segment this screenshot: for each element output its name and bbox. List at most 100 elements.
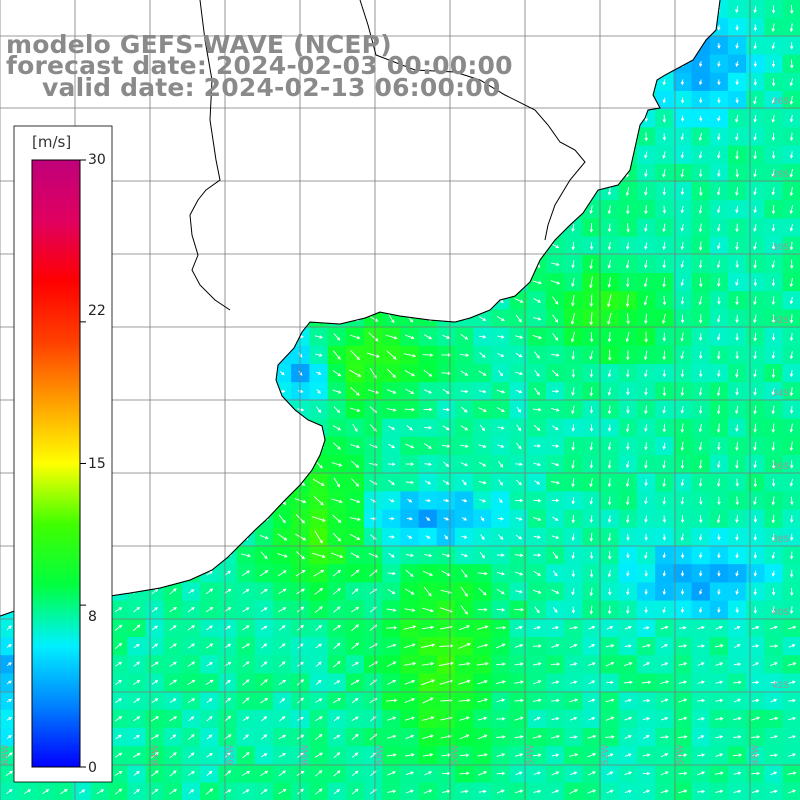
wind-arrow — [480, 516, 485, 522]
wind-arrow — [716, 205, 721, 214]
wind-arrow — [351, 716, 359, 722]
wind-arrow — [771, 42, 775, 50]
wind-arrow — [349, 369, 362, 377]
wind-arrow — [644, 205, 648, 215]
wind-arrow — [515, 771, 523, 776]
wind-arrow — [624, 771, 633, 776]
lat-label: 30S — [772, 243, 789, 253]
wind-arrow — [459, 753, 470, 757]
wind-arrow — [699, 351, 703, 360]
wind-arrow — [771, 78, 776, 87]
wind-arrow — [260, 607, 268, 612]
wind-arrow — [662, 313, 666, 325]
wind-arrow — [771, 314, 776, 324]
wind-arrow — [497, 553, 505, 557]
wind-arrow — [716, 423, 721, 433]
wind-arrow — [516, 442, 522, 450]
wind-arrow — [569, 643, 578, 649]
wind-arrow — [644, 497, 648, 505]
wind-arrow — [350, 498, 361, 504]
wind-arrow — [733, 735, 742, 739]
wind-arrow — [569, 735, 578, 739]
wind-arrow — [789, 224, 794, 232]
wind-arrow — [569, 789, 578, 795]
wind-arrow — [771, 205, 776, 215]
wind-arrow — [422, 353, 434, 357]
wind-arrow — [332, 532, 342, 542]
wind-arrow — [333, 333, 341, 341]
wind-arrow — [662, 79, 666, 86]
wind-arrow — [733, 771, 742, 775]
wind-arrow — [533, 771, 541, 775]
wind-arrow — [333, 606, 341, 613]
wind-arrow — [789, 606, 794, 615]
wind-arrow — [461, 479, 467, 486]
wind-arrow — [388, 552, 395, 558]
wind-arrow — [532, 334, 543, 340]
wind-arrow — [771, 551, 775, 560]
wind-arrow — [150, 734, 160, 740]
wind-arrow — [205, 788, 214, 795]
wind-arrow — [753, 387, 757, 396]
wind-arrow — [387, 771, 396, 776]
wind-arrow — [388, 535, 395, 539]
wind-arrow — [771, 388, 776, 396]
wind-arrow — [571, 241, 575, 251]
wind-arrow — [311, 516, 326, 522]
wind-arrow — [644, 331, 648, 343]
wind-arrow — [607, 277, 611, 288]
colorbar-tick-15: 15 — [88, 456, 106, 472]
wind-arrow — [626, 442, 630, 451]
wind-arrow — [313, 569, 325, 577]
wind-arrow — [789, 114, 794, 123]
wind-arrow — [607, 294, 612, 308]
wind-arrow — [753, 133, 757, 141]
wind-arrow — [698, 478, 703, 488]
wind-arrow — [187, 698, 196, 704]
wind-arrow — [150, 716, 160, 722]
wind-arrow — [206, 698, 213, 703]
wind-arrow — [753, 150, 757, 160]
wind-arrow — [715, 789, 724, 794]
wind-arrow — [753, 369, 757, 378]
wind-arrow — [789, 78, 794, 87]
wind-arrow — [641, 680, 652, 684]
wind-arrow — [644, 313, 648, 325]
colorbar-tick-22: 22 — [88, 303, 106, 319]
wind-arrow — [442, 334, 451, 339]
wind-arrow — [678, 698, 688, 703]
wind-arrow — [787, 789, 797, 794]
wind-arrow — [188, 589, 195, 594]
wind-arrow — [698, 61, 703, 68]
wind-arrow — [387, 589, 396, 595]
wind-arrow — [387, 716, 397, 721]
wind-arrow — [114, 607, 123, 613]
wind-arrow — [625, 478, 630, 488]
wind-arrow — [697, 753, 706, 757]
wind-arrow — [533, 444, 542, 448]
wind-arrow — [551, 716, 560, 721]
wind-arrow — [753, 259, 757, 269]
wind-arrow — [771, 333, 776, 341]
wind-arrow — [735, 351, 739, 360]
wind-arrow — [533, 789, 542, 794]
wind-arrow — [698, 405, 703, 415]
wind-arrow — [477, 698, 488, 703]
wind-arrow — [187, 625, 196, 631]
wind-arrow — [277, 553, 288, 558]
wind-arrow — [571, 350, 575, 360]
wind-arrow — [605, 716, 615, 721]
wind-arrow — [644, 369, 648, 378]
wind-arrow — [716, 151, 721, 159]
wind-arrow — [550, 662, 561, 666]
wind-arrow — [732, 753, 743, 757]
wind-arrow — [205, 643, 214, 649]
wind-arrow — [314, 788, 323, 795]
wind-arrow — [404, 588, 415, 595]
wind-arrow — [405, 789, 415, 794]
wind-arrow — [571, 497, 575, 505]
wind-arrow — [206, 570, 213, 576]
wind-arrow — [699, 515, 703, 524]
wind-arrow — [643, 295, 648, 306]
wind-arrow — [480, 534, 485, 541]
